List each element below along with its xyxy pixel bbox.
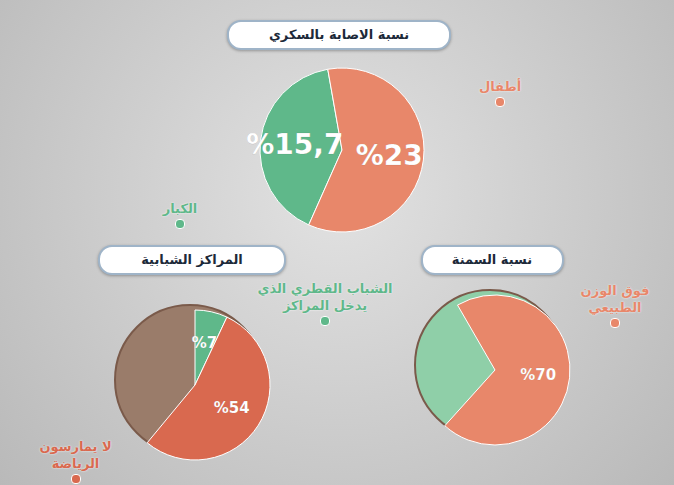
html-text:لا يمارسون الرياضة: لا يمارسون الرياضة [39, 439, 112, 471]
html-text:فوق الوزن الطبيعي: فوق الوزن الطبيعي [580, 283, 650, 315]
html-text:الكبار: الكبار [162, 201, 198, 216]
svg-text:%7: %7 [192, 334, 217, 352]
html-text:نسبة الاصابة بالسكري: نسبة الاصابة بالسكري [268, 27, 410, 42]
svg-text:%15,7: %15,7 [246, 128, 343, 161]
html-text:الشباب القطري الذي يدخل المراك: الشباب القطري الذي يدخل المراكز [257, 281, 393, 313]
svg-text:%23: %23 [356, 139, 423, 172]
html-text:المراكز الشبابية: المراكز الشبابية [141, 252, 243, 267]
html-text:أطفال: أطفال [478, 79, 522, 94]
svg-text:%54: %54 [214, 399, 250, 417]
svg-text:%70: %70 [520, 366, 556, 384]
html-text:نسبة السمنة: نسبة السمنة [451, 252, 533, 267]
